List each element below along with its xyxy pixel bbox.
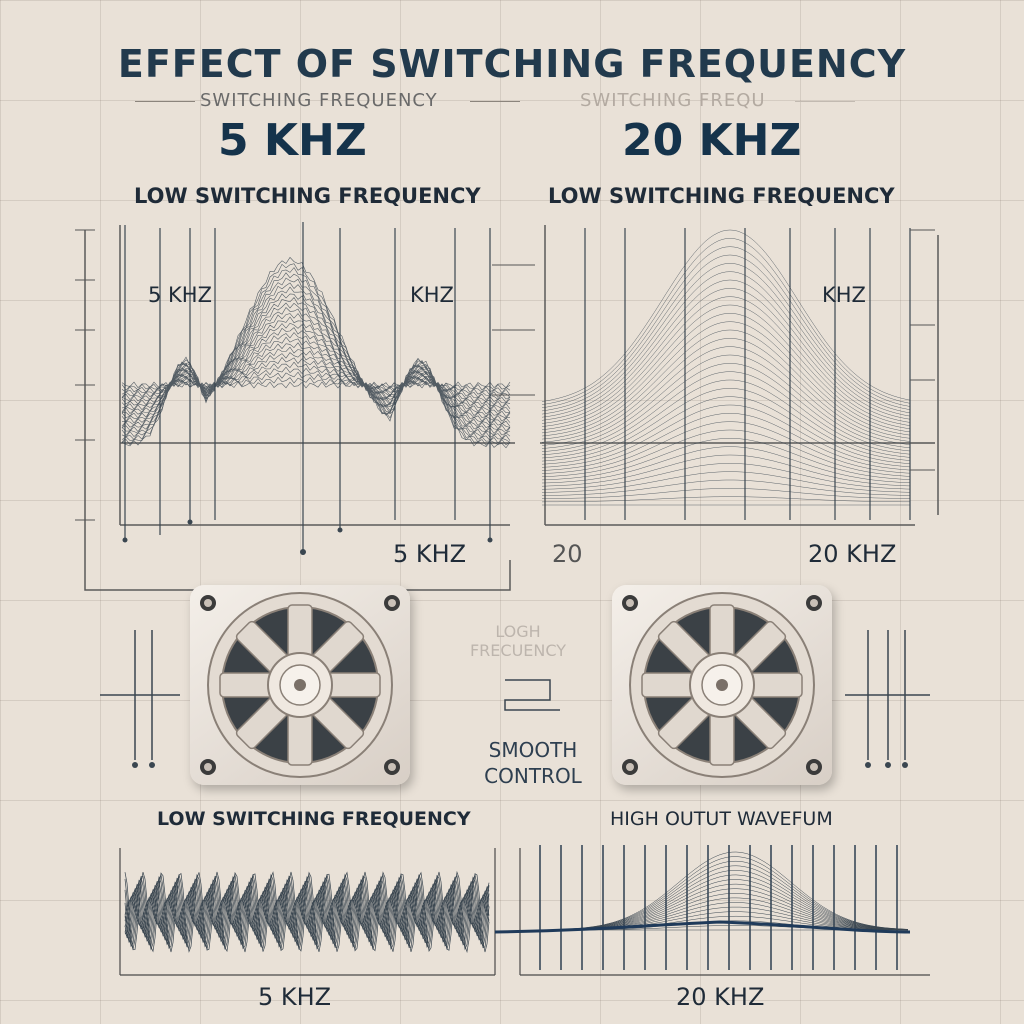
waveform-line [121,357,511,401]
subheader-left: SWITCHING FREQUENCY [200,90,438,111]
waveform-line [541,363,911,452]
waveform-line [541,279,911,421]
right-frequency-title: 20 KHZ [622,115,802,166]
divider [470,101,520,102]
waveform-line [124,896,490,928]
waveform-line [559,851,909,930]
waveform-line [541,463,911,490]
waveform-line [559,865,909,930]
waveform-line [541,471,911,493]
page-title: EFFECT OF SWITCHING FREQUENCY [117,42,907,86]
waveform-line [121,256,511,449]
waveform-line [541,429,911,478]
smooth-label-line1: SMOOTH [488,738,578,762]
waveform-line [541,338,911,443]
left-gear-module [190,585,410,785]
waveform-line [541,304,911,430]
right-gear-module [612,585,832,785]
waveform-line [121,327,511,415]
waveform-line [124,883,490,941]
lower-left-label: LOW SWITCHING FREQUENCY [157,808,471,830]
waveform-line [559,874,909,930]
left-axis-frequency: 5 KHZ [393,540,467,568]
smooth-label-line2: CONTROL [484,764,582,788]
waveform-line [541,454,911,487]
waveform-line [541,238,911,405]
lower-right-label: HIGH OUTUT WAVEFUM [610,808,833,830]
waveform-line [121,282,511,436]
divider [135,101,195,102]
waveform-line [121,336,511,410]
waveform-line [541,271,911,418]
waveform-line [541,254,911,412]
right-axis-frequency: 20 KHZ [808,540,897,568]
waveform-line [541,421,911,474]
waveform-line [559,888,909,930]
waveform-line [559,870,909,930]
waveform-line [541,313,911,434]
waveform-line [541,413,911,471]
divider [795,101,855,102]
waveform-line [121,272,511,441]
subheader-right: SWITCHING FREQU [580,90,766,111]
left-section-label: LOW SWITCHING FREQUENCY [134,184,481,208]
waveform-line [541,296,911,427]
waveform-line [559,883,909,930]
waveform-line [541,354,911,449]
lower-left-axis-frequency: 5 KHZ [258,983,332,1011]
waveform-line [541,321,911,437]
left-frequency-title: 5 KHZ [218,115,367,166]
waveform-line [542,488,910,499]
left-wave-label: 5 KHZ [148,283,212,307]
faint-middle-text: LOGH FRECUENCY [469,622,567,660]
waveform-line [541,479,911,496]
waveform-line [121,361,511,398]
waveform-line [124,893,490,931]
waveform-line [121,316,511,420]
waveform-line [124,878,490,946]
gear-icon [200,592,400,778]
waveform-line [541,404,911,468]
waveform-line [541,329,911,440]
waveform-line [541,371,911,456]
waveform-line [541,346,911,446]
waveform-line [559,860,909,930]
waveform-line [541,388,911,462]
waveform-line [559,879,909,930]
waveform-line [121,366,511,396]
waveform-line [121,376,511,391]
gear-icon [622,592,822,778]
lower-right-axis-frequency: 20 KHZ [676,983,765,1011]
waveform-line [121,307,511,425]
waveform-line [541,229,911,402]
right-axis-start: 20 [552,540,583,568]
left-wave-label-khz: KHZ [410,283,454,307]
waveform-line [124,875,490,949]
waveform-line [124,888,490,936]
waveform-line [541,396,911,465]
right-section-label: LOW SWITCHING FREQUENCY [548,184,895,208]
waveform-line [124,898,490,926]
waveform-line [541,288,911,424]
waveform-line [541,379,911,459]
waveform-line [541,246,911,409]
waveform-line [124,880,490,944]
waveform-line [559,893,909,930]
waveform-line [541,496,910,503]
waveform-line [121,277,511,439]
waveform-line [541,438,911,481]
waveform-line [541,446,911,484]
waveform-line [124,891,490,933]
waveform-line [121,263,511,446]
right-wave-label: KHZ [822,283,866,307]
waveform-line [541,263,911,415]
waveform-line [559,856,909,930]
